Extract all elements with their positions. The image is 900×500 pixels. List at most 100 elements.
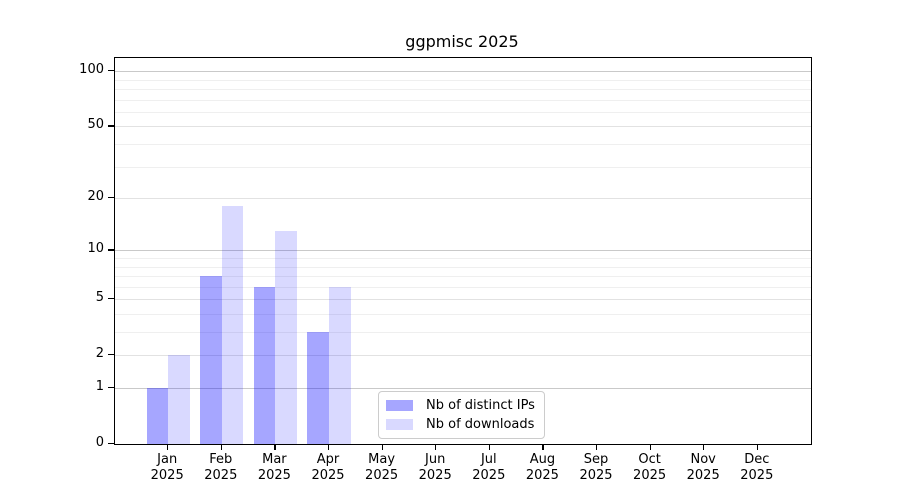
legend: Nb of distinct IPs Nb of downloads — [378, 391, 545, 439]
x-tick-label: Oct 2025 — [610, 452, 690, 483]
x-axis-tick — [167, 444, 169, 450]
legend-swatch-downloads — [386, 419, 413, 430]
y-tick-label: 50 — [87, 117, 104, 133]
major-gridline — [115, 126, 811, 128]
y-axis-tick — [108, 298, 114, 300]
x-tick-label-month: Dec — [744, 452, 770, 467]
bar-distinct-ips-apr — [307, 332, 329, 444]
x-axis-tick — [220, 444, 222, 450]
legend-swatch-distinct-ips — [386, 400, 413, 411]
x-tick-label-month: Aug — [529, 452, 556, 467]
major-gridline — [115, 71, 811, 73]
bar-downloads-apr — [329, 286, 351, 444]
x-tick-label: Aug 2025 — [502, 452, 582, 483]
x-axis-tick — [649, 444, 651, 450]
bar-distinct-ips-jan — [146, 388, 169, 444]
minor-gridline — [115, 258, 811, 260]
minor-gridline — [115, 276, 811, 278]
minor-gridline — [115, 266, 811, 268]
bar-distinct-ips-feb — [200, 276, 222, 444]
y-tick-label: 20 — [87, 189, 104, 205]
x-tick-label: Sep 2025 — [556, 452, 636, 483]
bar-downloads-jan — [168, 355, 190, 444]
y-axis-tick — [108, 70, 114, 72]
bar-distinct-ips-mar — [253, 286, 276, 444]
x-tick-label-month: Oct — [638, 452, 661, 467]
x-tick-label-year: 2025 — [204, 467, 238, 483]
minor-gridline — [115, 89, 811, 91]
x-tick-label-month: Sep — [583, 452, 609, 467]
y-axis-tick — [108, 443, 114, 445]
legend-label-distinct-ips: Nb of distinct IPs — [426, 398, 535, 413]
x-tick-label: Mar 2025 — [234, 452, 314, 483]
x-axis-tick — [328, 444, 330, 450]
x-tick-label-month: Jan — [157, 452, 178, 467]
x-axis-tick — [756, 444, 758, 450]
x-tick-label: Nov 2025 — [663, 452, 743, 483]
x-tick-label-month: Feb — [209, 452, 233, 467]
bar-downloads-feb — [221, 206, 244, 444]
x-tick-label-month: May — [368, 452, 396, 467]
x-tick-label-year: 2025 — [633, 467, 667, 483]
x-tick-label-year: 2025 — [472, 467, 506, 483]
x-tick-label-year: 2025 — [257, 467, 291, 483]
x-tick-label: Apr 2025 — [288, 452, 368, 483]
legend-item-downloads: Nb of downloads — [386, 417, 544, 432]
legend-item-distinct-ips: Nb of distinct IPs — [386, 398, 544, 413]
x-axis-tick — [381, 444, 383, 450]
x-axis-tick — [488, 444, 490, 450]
minor-gridline — [115, 99, 811, 101]
y-tick-label: 10 — [87, 241, 104, 257]
minor-gridline — [115, 111, 811, 113]
major-gridline — [115, 198, 811, 200]
x-tick-label-year: 2025 — [579, 467, 613, 483]
x-tick-label-month: Apr — [316, 452, 340, 467]
x-tick-label-year: 2025 — [525, 467, 559, 483]
x-tick-label: Jul 2025 — [449, 452, 529, 483]
legend-label-downloads: Nb of downloads — [426, 417, 535, 432]
x-tick-label-year: 2025 — [365, 467, 399, 483]
x-tick-label-year: 2025 — [311, 467, 345, 483]
y-tick-label: 1 — [95, 379, 104, 395]
x-tick-label-year: 2025 — [418, 467, 452, 483]
y-axis-tick — [108, 249, 114, 251]
x-axis-tick — [542, 444, 544, 450]
x-tick-label-year: 2025 — [740, 467, 774, 483]
x-tick-label-month: Mar — [262, 452, 287, 467]
major-gridline — [115, 388, 811, 390]
plot-area — [114, 57, 812, 445]
x-axis-tick — [596, 444, 598, 450]
major-gridline — [115, 250, 811, 252]
x-axis-tick — [703, 444, 705, 450]
minor-gridline — [115, 332, 811, 334]
x-tick-label: Jun 2025 — [395, 452, 475, 483]
minor-gridline — [115, 144, 811, 146]
x-tick-label: Dec 2025 — [717, 452, 797, 483]
minor-gridline — [115, 79, 811, 81]
x-tick-label-year: 2025 — [686, 467, 720, 483]
minor-gridline — [115, 166, 811, 168]
x-tick-label: Feb 2025 — [181, 452, 261, 483]
x-tick-label: May 2025 — [342, 452, 422, 483]
y-axis-tick — [108, 125, 114, 127]
x-tick-label-month: Nov — [690, 452, 716, 467]
minor-gridline — [115, 314, 811, 315]
x-axis-tick — [435, 444, 437, 450]
y-axis-tick — [108, 197, 114, 199]
x-axis-tick — [274, 444, 276, 450]
y-axis-tick — [108, 387, 114, 389]
y-tick-label: 5 — [95, 290, 104, 306]
y-axis-tick — [108, 354, 114, 356]
bar-downloads-mar — [275, 230, 298, 444]
y-tick-label: 100 — [79, 62, 104, 78]
chart-title: ggpmisc 2025 — [405, 32, 519, 51]
x-tick-label-month: Jun — [425, 452, 446, 467]
minor-gridline — [115, 286, 811, 288]
y-tick-label: 2 — [95, 346, 104, 362]
major-gridline — [115, 355, 811, 357]
x-tick-label-month: Jul — [480, 452, 497, 467]
x-tick-label: Jan 2025 — [127, 452, 207, 483]
major-gridline — [115, 299, 811, 301]
y-tick-label: 0 — [95, 435, 104, 450]
